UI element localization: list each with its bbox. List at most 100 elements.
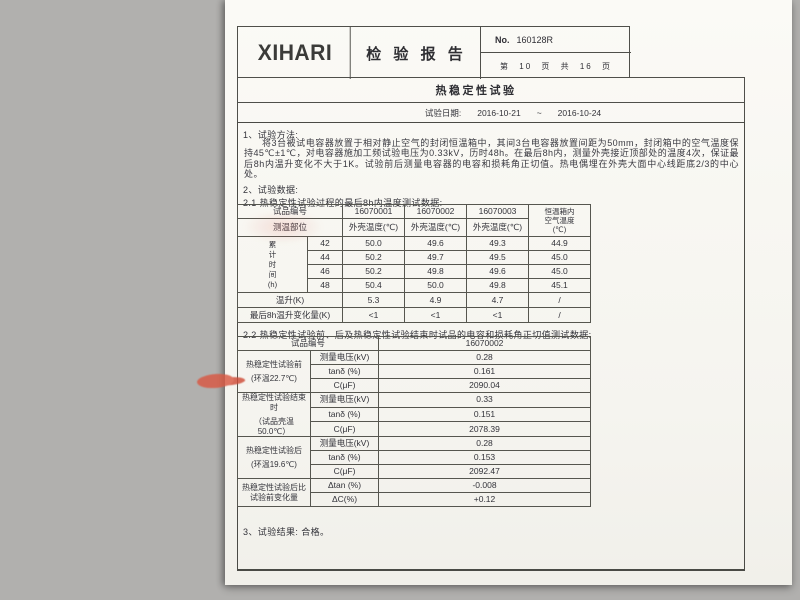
group-after-test-label: 热稳定性试验后 (环温19.6℃)	[237, 436, 311, 479]
position-label-cell: 测温部位	[236, 218, 344, 237]
temp-cell: 50.4	[342, 278, 406, 293]
temp-cell: 49.7	[404, 250, 468, 265]
report-body: 1、试验方法: 将3台被试电容器放置于相对静止空气的封闭恒温箱中，其间3台电容器…	[236, 122, 745, 571]
group-label-line: （试品壳温50.0℃）	[254, 417, 294, 436]
method-paragraph: 将3台被试电容器放置于相对静止空气的封闭恒温箱中，其间3台电容器放置间距为50m…	[244, 138, 739, 180]
param-cell: C(μF)	[309, 378, 380, 393]
test-date-separator: ~	[536, 107, 542, 118]
method-heading: 1、试验方法:	[243, 130, 299, 140]
data-heading: 2、试验数据:	[243, 185, 299, 195]
vlabel-char: 累	[268, 239, 277, 249]
temp-cell: 49.6	[466, 264, 530, 279]
elapsed-time-label-cell: 累 计 时 间 (h)	[237, 236, 308, 293]
chamber-header-line: 恒温箱内	[544, 207, 575, 216]
group-label-line: (环温22.7℃)	[251, 374, 297, 383]
group-label-line: (环温19.6℃)	[251, 460, 297, 469]
report-header: XIHARI 检 验 报 告 No. 160128R 第 10 页 共 16 页	[237, 26, 631, 79]
chamber-temp-cell: 45.0	[528, 264, 592, 279]
specimen-no-cell: 16070003	[466, 204, 530, 219]
temp-cell: 49.8	[404, 264, 468, 279]
temp-rise-cell: 5.3	[342, 292, 406, 308]
capacitance-table: 试品编号 16070002 热稳定性试验前 (环温22.7℃) 测量电压(kV)…	[236, 336, 592, 507]
time-cell: 42	[306, 236, 344, 251]
param-cell: 测量电压(kV)	[309, 436, 380, 451]
time-cell: 44	[306, 250, 344, 265]
value-cell: 0.161	[378, 364, 592, 379]
group-label-line: 热稳定性试验前	[246, 359, 302, 369]
rise-change-cell: <1	[404, 307, 468, 323]
test-date-label: 试验日期:	[424, 107, 462, 118]
group-end-of-test-label: 热稳定性试验结束时 （试品壳温50.0℃）	[237, 392, 311, 437]
value-cell: 0.151	[378, 406, 592, 423]
chamber-temp-cell: 45.0	[528, 250, 592, 265]
temp-rise-cell: 4.9	[404, 292, 468, 308]
vlabel-char: (h)	[267, 279, 278, 289]
param-cell: 测量电压(kV)	[309, 350, 380, 365]
test-date-from: 2016-10-21	[477, 107, 521, 118]
param-cell: 测量电压(kV)	[309, 392, 380, 408]
report-number-value: 160128R	[516, 34, 554, 45]
specimen-no-cell: 16070001	[342, 204, 406, 219]
report-number-label: No.	[495, 34, 510, 45]
time-cell: 46	[306, 264, 344, 279]
table22-heading: 2.2 热稳定性试验前、后及热稳定性试验结束时试品的电容和损耗角正切值测试数据:	[243, 330, 592, 340]
group-change-label: 热稳定性试验后比试验前变化量	[237, 478, 311, 507]
table21-heading: 2.1 热稳定性试验过程的最后8h内温度测试数据:	[243, 198, 443, 208]
test-date-to: 2016-10-24	[557, 107, 602, 118]
param-cell: C(μF)	[309, 421, 380, 437]
report-number: No. 160128R	[481, 27, 631, 53]
value-cell: 0.153	[378, 450, 592, 465]
xihari-logo: XIHARI	[240, 27, 351, 79]
value-cell: 2078.39	[378, 421, 592, 437]
rise-change-cell: <1	[466, 307, 530, 323]
specimen-label-cell: 试品编号	[236, 336, 380, 351]
result-heading: 3、试验结果: 合格。	[243, 527, 330, 537]
vlabel-char: 计	[268, 249, 277, 259]
param-cell: Δtan (%)	[309, 478, 380, 493]
group-label-line: 热稳定性试验后比试验前变化量	[242, 483, 306, 502]
shell-temp-header-cell: 外壳温度(℃)	[466, 218, 530, 237]
temp-rise-cell: 4.7	[466, 292, 530, 308]
test-date-row: 试验日期: 2016-10-21 ~ 2016-10-24	[237, 102, 745, 123]
rise-change-cell: <1	[342, 307, 406, 323]
temp-cell: 50.2	[342, 250, 406, 265]
temp-cell: 49.3	[466, 236, 530, 251]
elapsed-time-vertical-label: 累 计 时 间 (h)	[240, 240, 305, 290]
param-cell: tanδ (%)	[309, 364, 380, 379]
value-cell: 0.33	[378, 392, 592, 408]
param-cell: tanδ (%)	[309, 450, 380, 465]
shell-temp-header-cell: 外壳温度(℃)	[342, 218, 406, 237]
chamber-temp-cell: 44.9	[528, 236, 592, 251]
temp-cell: 49.8	[466, 278, 530, 293]
vlabel-char: 时	[268, 259, 277, 269]
scanned-report-page: XIHARI 检 验 报 告 No. 160128R 第 10 页 共 16 页…	[225, 0, 792, 585]
value-cell: 0.28	[378, 436, 592, 451]
temp-cell: 50.0	[404, 278, 468, 293]
temp-rise-label-cell: 温升(K)	[236, 292, 344, 308]
temp-cell: 49.6	[404, 236, 468, 251]
report-title: 检 验 报 告	[353, 27, 481, 79]
group-before-test-label: 热稳定性试验前 (环温22.7℃)	[237, 350, 311, 393]
chamber-header-line: 空气温度	[544, 216, 575, 225]
specimen-no-cell: 16070002	[378, 336, 592, 351]
temperature-table: 试品编号 16070001 16070002 16070003 恒温箱内 空气温…	[236, 204, 592, 323]
specimen-label-cell: 试品编号	[236, 204, 344, 219]
test-name-row: 热稳定性试验	[237, 77, 745, 103]
temp-rise-cell: /	[528, 292, 592, 308]
group-label-line: 热稳定性试验结束时	[242, 393, 306, 412]
chamber-temp-cell: 45.1	[528, 278, 592, 293]
value-cell: +0.12	[378, 492, 592, 507]
chamber-header-line: (℃)	[552, 225, 567, 234]
param-cell: ΔC(%)	[309, 492, 380, 507]
page-indicator: 第 10 页 共 16 页	[500, 61, 612, 71]
chamber-temp-header-cell: 恒温箱内 空气温度 (℃)	[528, 204, 592, 237]
temp-cell: 49.5	[466, 250, 530, 265]
specimen-no-cell: 16070002	[404, 204, 468, 219]
temp-cell: 50.0	[342, 236, 406, 251]
value-cell: 0.28	[378, 350, 592, 365]
time-cell: 48	[306, 278, 344, 293]
value-cell: -0.008	[378, 478, 592, 493]
value-cell: 2092.47	[378, 464, 592, 479]
value-cell: 2090.04	[378, 378, 592, 393]
